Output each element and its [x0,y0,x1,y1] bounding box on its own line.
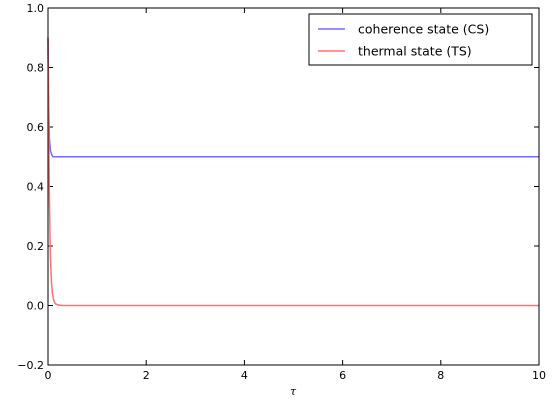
x-tick-label: 0 [45,369,52,382]
x-tick-label: 10 [532,369,546,382]
series-line-thermal [47,37,539,307]
x-tick-label: 2 [143,369,150,382]
legend-box [308,13,533,66]
y-tick-label: 0.6 [27,121,45,134]
x-tick-label: 4 [241,369,248,382]
y-tick-label: 1.0 [27,2,45,15]
x-tick-label: 8 [437,369,444,382]
y-tick-label: 0.8 [27,62,45,75]
legend-label-thermal: thermal state (TS) [358,44,472,59]
y-tick-label: −0.2 [17,359,44,372]
y-tick-label: 0.4 [27,181,45,194]
x-tick-label: 6 [339,369,346,382]
x-axis-label: τ [290,385,297,398]
y-tick-label: 0.2 [27,240,45,253]
ticks-layer: 0 2 4 6 8 10 −0.2 0.0 0.2 0.4 0.6 0.8 1.0 [17,2,546,382]
legend: coherence state (CS) thermal state (TS) [308,13,533,66]
y-tick-label: 0.0 [27,300,45,313]
plot-frame [47,7,540,366]
legend-label-coherence: coherence state (CS) [358,22,489,37]
series-layer [47,37,539,307]
